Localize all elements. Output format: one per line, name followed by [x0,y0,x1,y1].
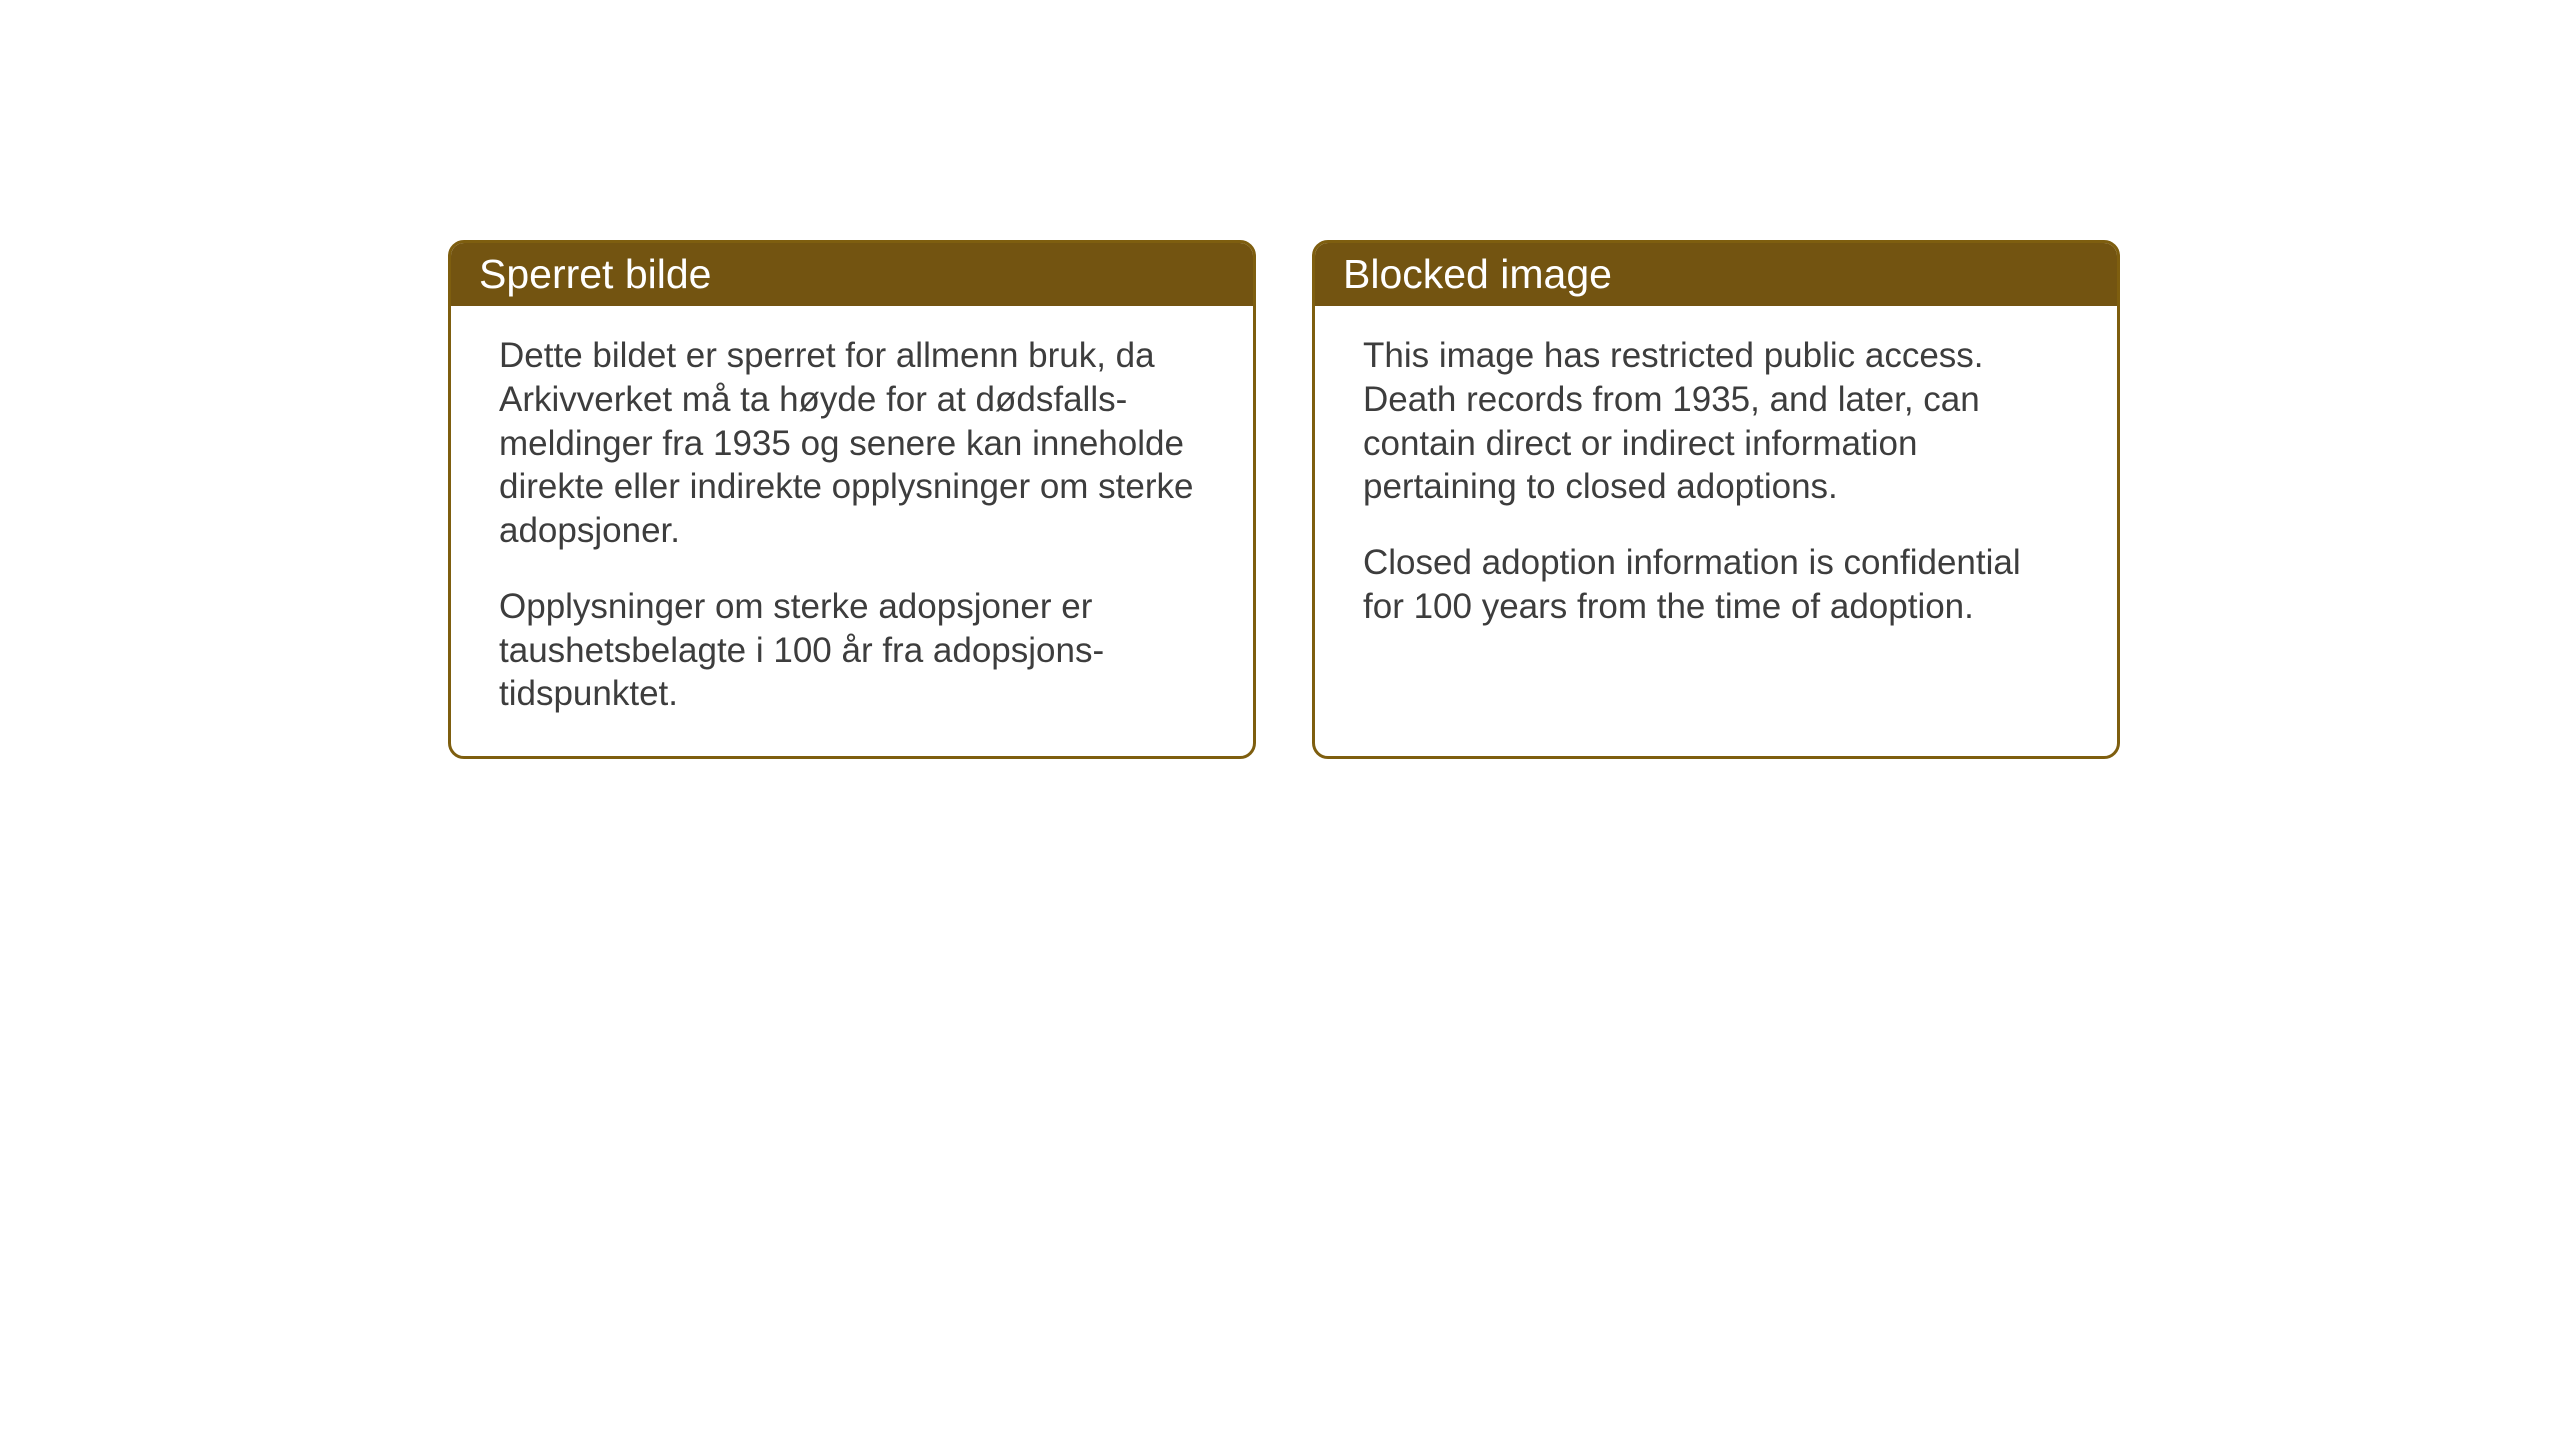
card-english: Blocked image This image has restricted … [1312,240,2120,759]
cards-container: Sperret bilde Dette bildet er sperret fo… [448,240,2120,759]
card-norwegian-title: Sperret bilde [479,251,711,297]
card-english-header: Blocked image [1315,243,2117,306]
card-english-title: Blocked image [1343,251,1612,297]
card-norwegian: Sperret bilde Dette bildet er sperret fo… [448,240,1256,759]
card-english-body: This image has restricted public access.… [1315,306,2117,736]
card-norwegian-header: Sperret bilde [451,243,1253,306]
card-norwegian-paragraph-1: Dette bildet er sperret for allmenn bruk… [499,334,1205,553]
card-norwegian-body: Dette bildet er sperret for allmenn bruk… [451,306,1253,756]
card-norwegian-paragraph-2: Opplysninger om sterke adopsjoner er tau… [499,585,1205,716]
card-english-paragraph-1: This image has restricted public access.… [1363,334,2069,509]
card-english-paragraph-2: Closed adoption information is confident… [1363,541,2069,629]
